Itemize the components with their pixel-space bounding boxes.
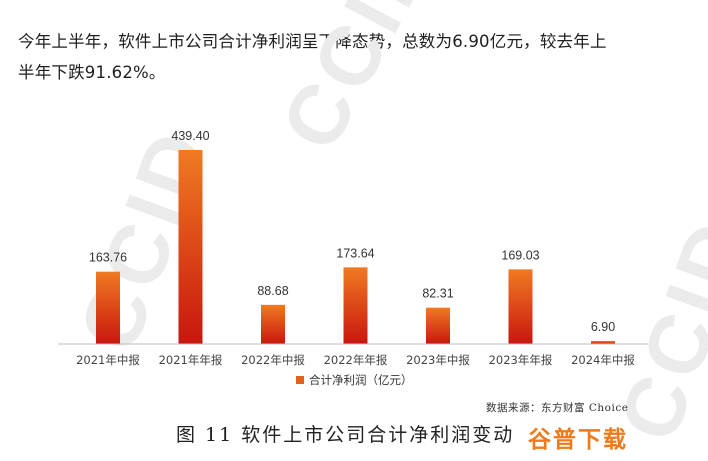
bar-1: [178, 150, 203, 344]
bar-6: [591, 340, 615, 344]
intro-line-2: 半年下跌91.62%。: [18, 63, 166, 82]
bar-0: [96, 271, 120, 344]
x-tick-label-3: 2022年年报: [324, 353, 388, 367]
site-logo: 谷普下载: [528, 427, 628, 453]
x-tick-label-1: 2021年年报: [159, 353, 223, 367]
chart-legend: 合计净利润（亿元）: [296, 372, 413, 388]
data-label-1: 439.40: [171, 129, 209, 143]
data-label-5: 169.03: [501, 248, 539, 262]
x-tick-label-5: 2023年年报: [489, 353, 553, 367]
legend-swatch: [296, 376, 304, 384]
data-label-0: 163.76: [89, 251, 127, 265]
bar-2: [261, 304, 285, 344]
bar-3: [343, 267, 368, 344]
bar-5: [508, 269, 533, 344]
data-label-3: 173.64: [336, 246, 374, 260]
data-label-2: 88.68: [257, 284, 288, 298]
x-tick-label-0: 2021年中报: [76, 353, 140, 367]
data-label-6: 6.90: [591, 320, 615, 334]
data-source-note: 数据来源：东方财富 Choice: [486, 402, 629, 414]
intro-line-1: 今年上半年，软件上市公司合计净利润呈下降态势，总数为6.90亿元，较去年上: [18, 32, 607, 51]
figure-caption: 图 11 软件上市公司合计净利润变动: [176, 424, 515, 446]
x-tick-label-2: 2022年中报: [241, 353, 305, 367]
x-tick-label-6: 2024年中报: [571, 353, 635, 367]
intro-paragraph: 今年上半年，软件上市公司合计净利润呈下降态势，总数为6.90亿元，较去年上 半年…: [18, 26, 698, 88]
bar-4: [426, 307, 450, 344]
data-label-4: 82.31: [422, 287, 453, 301]
legend-label: 合计净利润（亿元）: [309, 373, 413, 387]
x-tick-label-4: 2023年中报: [406, 353, 470, 367]
